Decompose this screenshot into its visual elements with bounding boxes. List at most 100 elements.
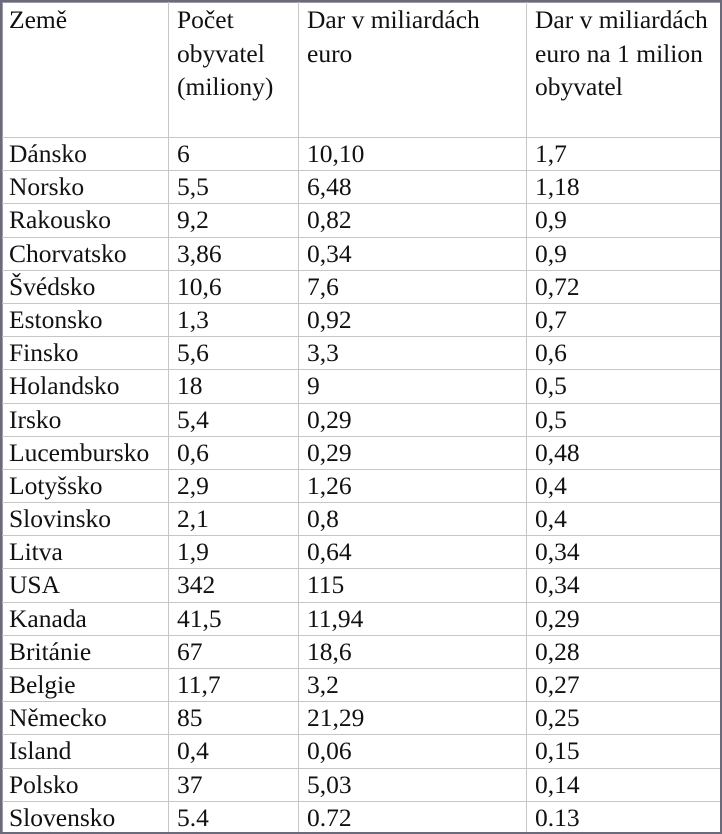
cell-donation-per-million[interactable]: 0,4 [526, 468, 720, 504]
cell-population[interactable]: 85 [168, 701, 299, 736]
cell-population[interactable]: 9,2 [168, 203, 299, 238]
cell-donation[interactable]: 7,6 [298, 269, 527, 304]
table-row: Slovinsko 2,1 0,8 0,4 [2, 502, 720, 537]
header-donation[interactable]: Dar v miliardách euro [298, 2, 527, 138]
header-country[interactable]: Země [2, 2, 169, 138]
cell-population[interactable]: 41,5 [168, 601, 299, 636]
cell-donation-per-million[interactable]: 0,7 [526, 302, 720, 338]
cell-population[interactable]: 3,86 [168, 236, 299, 271]
cell-population[interactable]: 2,1 [168, 502, 299, 537]
cell-country[interactable]: Finsko [2, 336, 169, 371]
cell-country[interactable]: Polsko [2, 767, 169, 802]
cell-donation-per-million[interactable]: 0,9 [526, 203, 720, 238]
cell-donation[interactable]: 11,94 [298, 601, 527, 636]
header-donation-per-million[interactable]: Dar v miliardách euro na 1 milion obyvat… [526, 2, 720, 138]
cell-donation-per-million[interactable]: 0,5 [526, 369, 720, 404]
header-row: Země Počet obyvatel (miliony) Dar v mili… [2, 2, 720, 138]
cell-donation[interactable]: 10,10 [298, 136, 527, 172]
cell-population[interactable]: 67 [168, 634, 299, 670]
cell-country[interactable]: Holandsko [2, 369, 169, 404]
cell-donation[interactable]: 0,8 [298, 502, 527, 537]
cell-donation-per-million[interactable]: 0,72 [526, 269, 720, 304]
cell-donation[interactable]: 0.72 [298, 800, 527, 832]
cell-country[interactable]: Slovinsko [2, 502, 169, 537]
cell-population[interactable]: 1,3 [168, 302, 299, 338]
cell-donation[interactable]: 21,29 [298, 701, 527, 736]
cell-donation-per-million[interactable]: 0,9 [526, 236, 720, 271]
cell-population[interactable]: 6 [168, 136, 299, 172]
cell-donation[interactable]: 6,48 [298, 170, 527, 205]
cell-donation[interactable]: 0,34 [298, 236, 527, 271]
cell-donation-per-million[interactable]: 1,7 [526, 136, 720, 172]
cell-country[interactable]: Slovensko [2, 800, 169, 832]
cell-donation-per-million[interactable]: 0,6 [526, 336, 720, 371]
cell-donation[interactable]: 0,64 [298, 535, 527, 570]
cell-donation-per-million[interactable]: 0,28 [526, 634, 720, 670]
cell-donation[interactable]: 0,82 [298, 203, 527, 238]
cell-population[interactable]: 5.4 [168, 800, 299, 832]
cell-country[interactable]: Lucembursko [2, 435, 169, 470]
cell-country[interactable]: Island [2, 734, 169, 769]
table-row: Irsko 5,4 0,29 0,5 [2, 402, 720, 437]
cell-donation-per-million[interactable]: 0,34 [526, 535, 720, 570]
table-row: Holandsko 18 9 0,5 [2, 369, 720, 404]
cell-country[interactable]: Norsko [2, 170, 169, 205]
cell-country[interactable]: Chorvatsko [2, 236, 169, 271]
cell-donation-per-million[interactable]: 0.13 [526, 800, 720, 832]
cell-population[interactable]: 0,4 [168, 734, 299, 769]
cell-donation-per-million[interactable]: 0,15 [526, 734, 720, 769]
cell-country[interactable]: Kanada [2, 601, 169, 636]
cell-population[interactable]: 1,9 [168, 535, 299, 570]
cell-country[interactable]: Německo [2, 701, 169, 736]
table-row: Chorvatsko 3,86 0,34 0,9 [2, 236, 720, 271]
cell-country[interactable]: Lotyšsko [2, 468, 169, 504]
cell-donation-per-million[interactable]: 0,5 [526, 402, 720, 437]
cell-donation-per-million[interactable]: 0,48 [526, 435, 720, 470]
cell-donation-per-million[interactable]: 0,27 [526, 667, 720, 703]
cell-population[interactable]: 18 [168, 369, 299, 404]
cell-population[interactable]: 37 [168, 767, 299, 802]
cell-country[interactable]: Irsko [2, 402, 169, 437]
cell-donation[interactable]: 0,06 [298, 734, 527, 769]
cell-donation[interactable]: 5,03 [298, 767, 527, 802]
cell-country[interactable]: Dánsko [2, 136, 169, 172]
cell-country[interactable]: Británie [2, 634, 169, 670]
cell-donation[interactable]: 0,92 [298, 302, 527, 338]
cell-country[interactable]: Belgie [2, 667, 169, 703]
cell-population[interactable]: 342 [168, 568, 299, 603]
cell-donation[interactable]: 9 [298, 369, 527, 404]
cell-donation[interactable]: 115 [298, 568, 527, 603]
table-row: Británie 67 18,6 0,28 [2, 634, 720, 670]
cell-country[interactable]: Litva [2, 535, 169, 570]
cell-donation-per-million[interactable]: 0,34 [526, 568, 720, 603]
cell-population[interactable]: 5,4 [168, 402, 299, 437]
table-row: Island 0,4 0,06 0,15 [2, 734, 720, 769]
cell-country[interactable]: Estonsko [2, 302, 169, 338]
cell-donation-per-million[interactable]: 1,18 [526, 170, 720, 205]
cell-population[interactable]: 5,5 [168, 170, 299, 205]
cell-country[interactable]: USA [2, 568, 169, 603]
header-population[interactable]: Počet obyvatel (miliony) [168, 2, 299, 138]
cell-donation-per-million[interactable]: 0,25 [526, 701, 720, 736]
cell-donation[interactable]: 1,26 [298, 468, 527, 504]
cell-population[interactable]: 10,6 [168, 269, 299, 304]
table-row: Kanada 41,5 11,94 0,29 [2, 601, 720, 636]
cell-country[interactable]: Švédsko [2, 269, 169, 304]
cell-donation[interactable]: 0,29 [298, 402, 527, 437]
cell-donation-per-million[interactable]: 0,14 [526, 767, 720, 802]
cell-donation[interactable]: 3,3 [298, 336, 527, 371]
cell-donation[interactable]: 0,29 [298, 435, 527, 470]
cell-population[interactable]: 2,9 [168, 468, 299, 504]
cell-donation[interactable]: 18,6 [298, 634, 527, 670]
cell-population[interactable]: 5,6 [168, 336, 299, 371]
table-row: Belgie 11,7 3,2 0,27 [2, 667, 720, 703]
table-row: Finsko 5,6 3,3 0,6 [2, 336, 720, 371]
table-row: Norsko 5,5 6,48 1,18 [2, 170, 720, 205]
cell-population[interactable]: 0,6 [168, 435, 299, 470]
cell-population[interactable]: 11,7 [168, 667, 299, 703]
cell-donation-per-million[interactable]: 0,4 [526, 502, 720, 537]
cell-country[interactable]: Rakousko [2, 203, 169, 238]
cell-donation[interactable]: 3,2 [298, 667, 527, 703]
cell-donation-per-million[interactable]: 0,29 [526, 601, 720, 636]
